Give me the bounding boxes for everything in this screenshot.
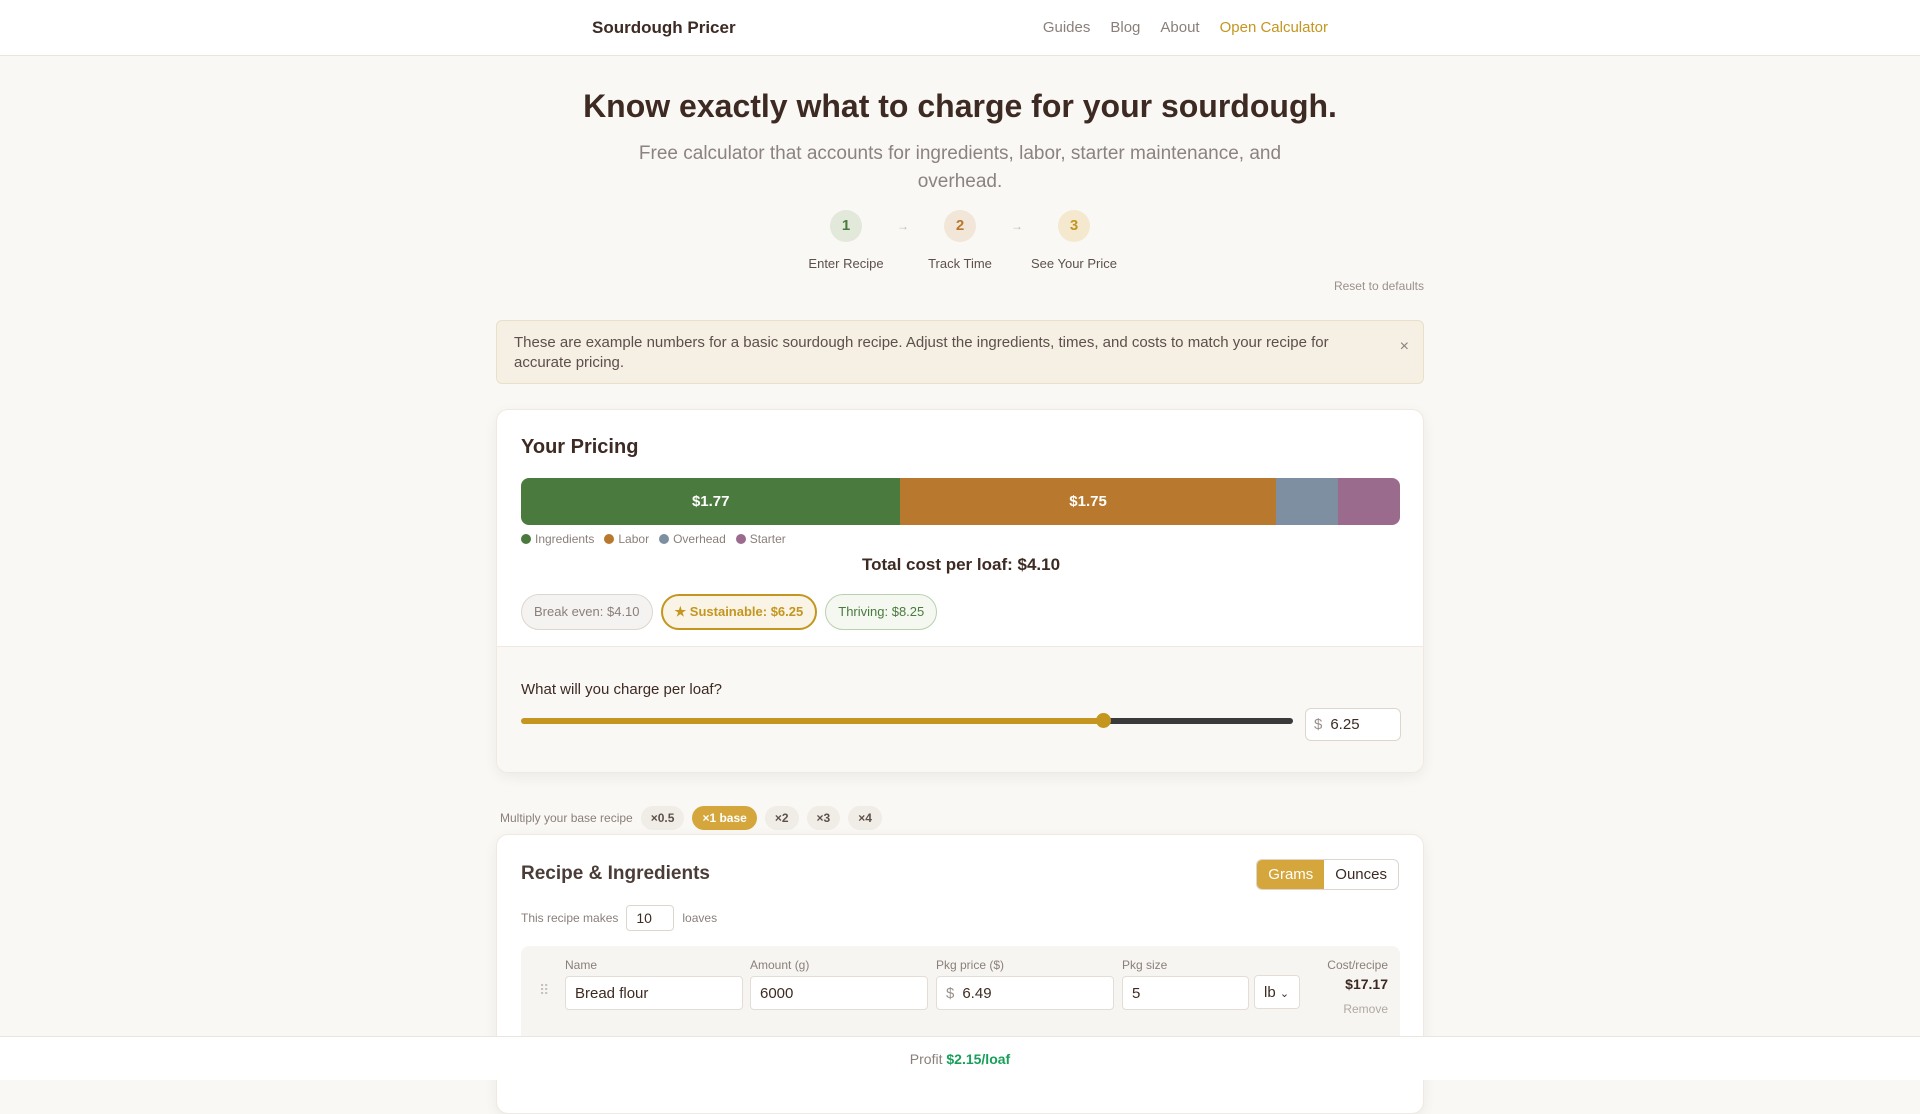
multiply-2[interactable]: ×2 — [764, 806, 799, 830]
drag-handle-icon[interactable]: ⠿ — [539, 982, 550, 998]
legend-label: Starter — [749, 532, 786, 546]
nav-blog[interactable]: Blog — [1110, 19, 1141, 36]
arrow-icon: → — [1011, 219, 1023, 233]
profit-value: $2.15/loaf — [946, 1051, 1011, 1067]
multiply-4[interactable]: ×4 — [848, 806, 882, 830]
step-1: 1 Enter Recipe — [801, 210, 891, 271]
recipe-title: Recipe & Ingredients — [521, 863, 710, 884]
legend-dot — [659, 534, 670, 544]
legend-item: Starter — [735, 532, 786, 546]
pkg-price-value: 6.49 — [962, 985, 992, 1002]
column-label: Pkg price ($) — [936, 958, 1005, 972]
unit-toggle: Grams Ounces — [1256, 859, 1399, 890]
price-input[interactable]: $6.25 — [1305, 708, 1401, 741]
loaves-label: loaves — [682, 911, 718, 925]
step-2: 2 Track Time — [915, 210, 1005, 271]
price-value: 6.25 — [1330, 716, 1360, 733]
total-cost: Total cost per loaf: $4.10 — [861, 555, 1061, 574]
pricing-title: Your Pricing — [521, 436, 639, 458]
bar-segment-starter — [1337, 478, 1400, 525]
legend-dot — [521, 534, 531, 544]
legend-item: Ingredients — [521, 532, 594, 546]
pkg-size-input[interactable]: 5 — [1122, 976, 1249, 1010]
nav-about[interactable]: About — [1160, 19, 1200, 36]
break-even-pill[interactable]: Break even: $4.10 — [521, 594, 653, 630]
pricing-card: Your Pricing $1.77 $1.75 Ingredients Labor… — [496, 409, 1424, 773]
step-3: 3 See Your Price — [1029, 210, 1119, 271]
multiply-3[interactable]: ×3 — [806, 806, 841, 830]
step-label: Track Time — [928, 256, 992, 271]
arrow-icon: → — [897, 219, 909, 233]
legend-dot — [735, 534, 746, 544]
thriving-pill[interactable]: Thriving: $8.25 — [825, 594, 938, 630]
close-icon[interactable]: × — [1399, 338, 1409, 355]
price-slider[interactable] — [521, 718, 1293, 724]
legend-item: Overhead — [659, 532, 726, 546]
ingredient-row: ⠿ Name Bread flour Amount (g) 6000 Pkg pri… — [521, 946, 1400, 1046]
multiply-row: Multiply your base recipe ×0.5 ×1 base ×… — [500, 806, 882, 830]
legend-dot — [604, 534, 615, 544]
makes-label: This recipe makes — [521, 911, 619, 925]
cost-breakdown-bar: $1.77 $1.75 — [521, 478, 1400, 525]
profit-label: Profit — [909, 1051, 943, 1067]
unit-value: lb — [1264, 984, 1276, 1001]
profit-bar: Profit $2.15/loaf — [0, 1036, 1920, 1080]
legend-label: Labor — [618, 532, 650, 546]
multiply-1[interactable]: ×1 base — [692, 806, 757, 830]
grams-button[interactable]: Grams — [1257, 860, 1325, 889]
steps: 1 Enter Recipe → 2 Track Time → 3 See Your … — [0, 210, 1920, 271]
charge-question: What will you charge per loaf? — [521, 681, 722, 698]
reset-defaults-link[interactable]: Reset to defaults — [1333, 279, 1424, 293]
loaves-input[interactable]: 10 — [626, 905, 675, 931]
name-input[interactable]: Bread flour — [565, 976, 743, 1010]
multiply-label: Multiply your base recipe — [500, 811, 633, 825]
multiply-0.5[interactable]: ×0.5 — [640, 806, 685, 830]
step-number: 2 — [944, 210, 976, 242]
example-notice: These are example numbers for a basic so… — [496, 320, 1424, 384]
nav-open-calculator[interactable]: Open Calculator — [1219, 19, 1328, 36]
bar-segment-overhead — [1275, 478, 1338, 525]
chevron-down-icon: ⌄ — [1279, 988, 1290, 1000]
pkg-price-input[interactable]: $6.49 — [936, 976, 1114, 1010]
column-label: Amount (g) — [750, 958, 810, 972]
remove-button[interactable]: Remove — [1343, 1002, 1388, 1016]
column-label: Name — [565, 958, 598, 972]
price-slider-thumb[interactable] — [1096, 713, 1112, 728]
column-label: Cost/recipe — [1327, 958, 1388, 972]
step-number: 3 — [1058, 210, 1090, 242]
notice-text: These are example numbers for a basic so… — [514, 334, 1329, 371]
dollar-icon: $ — [946, 985, 955, 1002]
step-number: 1 — [830, 210, 862, 242]
dollar-icon: $ — [1314, 716, 1323, 733]
unit-select[interactable]: lb ⌄ — [1254, 975, 1300, 1009]
page-title: Know exactly what to charge for your sou… — [583, 88, 1337, 124]
bar-segment-labor: $1.75 — [900, 478, 1276, 525]
nav-guides[interactable]: Guides — [1042, 19, 1091, 36]
sustainable-pill[interactable]: ★ Sustainable: $6.25 — [660, 594, 818, 630]
legend-label: Ingredients — [535, 532, 595, 546]
column-label: Pkg size — [1122, 958, 1168, 972]
brand-logo[interactable]: Sourdough Pricer — [592, 18, 736, 37]
step-label: See Your Price — [1030, 256, 1117, 271]
top-nav: Sourdough Pricer Guides Blog About Open … — [0, 0, 1920, 56]
step-label: Enter Recipe — [808, 256, 884, 271]
ounces-button[interactable]: Ounces — [1335, 866, 1387, 883]
legend: Ingredients Labor Overhead Starter — [521, 532, 786, 546]
cost-value: $17.17 — [1345, 976, 1388, 992]
bar-segment-ingredients: $1.77 — [521, 478, 901, 525]
page-subtitle: Free calculator that accounts for ingred… — [638, 143, 1282, 192]
legend-item: Labor — [604, 532, 649, 546]
amount-input[interactable]: 6000 — [750, 976, 928, 1010]
legend-label: Overhead — [673, 532, 726, 546]
